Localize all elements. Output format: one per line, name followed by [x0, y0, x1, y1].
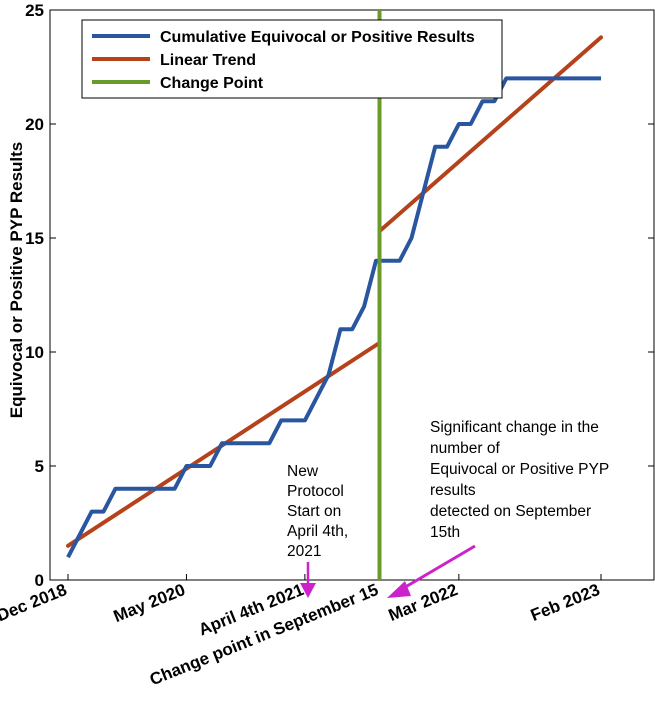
y-axis: 0 5 10 15 20 25: [25, 1, 654, 590]
y-tick-label: 15: [25, 229, 44, 248]
y-axis-label: Equivocal or Positive PYP Results: [7, 142, 26, 419]
annotation-protocol-line: Start on: [287, 503, 341, 520]
annotation-protocol-line: April 4th,: [287, 523, 348, 540]
legend-label-change-point: Change Point: [160, 75, 264, 92]
plot-frame: [49, 9, 655, 581]
annotation-significant-line: results: [430, 482, 476, 499]
annotation-significant-line: Significant change in the: [430, 419, 599, 436]
y-tick-label: 10: [25, 343, 44, 362]
annotation-significant-line: detected on September: [430, 503, 591, 520]
y-tick-label: 20: [25, 115, 44, 134]
annotation-significant-line: Equivocal or Positive PYP: [430, 461, 609, 478]
annotation-significant: Significant change in the number of Equi…: [387, 419, 609, 598]
annotation-protocol-line: 2021: [287, 543, 321, 560]
annotation-significant-line: 15th: [430, 524, 460, 541]
legend-box: [81, 19, 503, 99]
legend-label-trend: Linear Trend: [160, 52, 256, 69]
y-tick-label: 0: [35, 571, 44, 590]
y-tick-label: 25: [25, 1, 44, 20]
legend-label-cumulative: Cumulative Equivocal or Positive Results: [160, 29, 475, 46]
cumulative-series-line: [66, 76, 601, 559]
annotation-protocol-arrow-head: [300, 583, 316, 598]
y-tick-label: 5: [35, 457, 44, 476]
annotation-significant-line: number of: [430, 440, 500, 457]
legend: Cumulative Equivocal or Positive Results…: [81, 19, 503, 99]
annotation-protocol-line: Protocol: [287, 483, 344, 500]
annotation-protocol-line: New: [287, 463, 319, 480]
annotation-significant-arrow-head: [387, 581, 411, 598]
annotation-protocol: New Protocol Start on April 4th, 2021: [287, 463, 348, 598]
annotation-significant-arrow-shaft: [401, 544, 476, 591]
trend-segment: [377, 35, 603, 234]
